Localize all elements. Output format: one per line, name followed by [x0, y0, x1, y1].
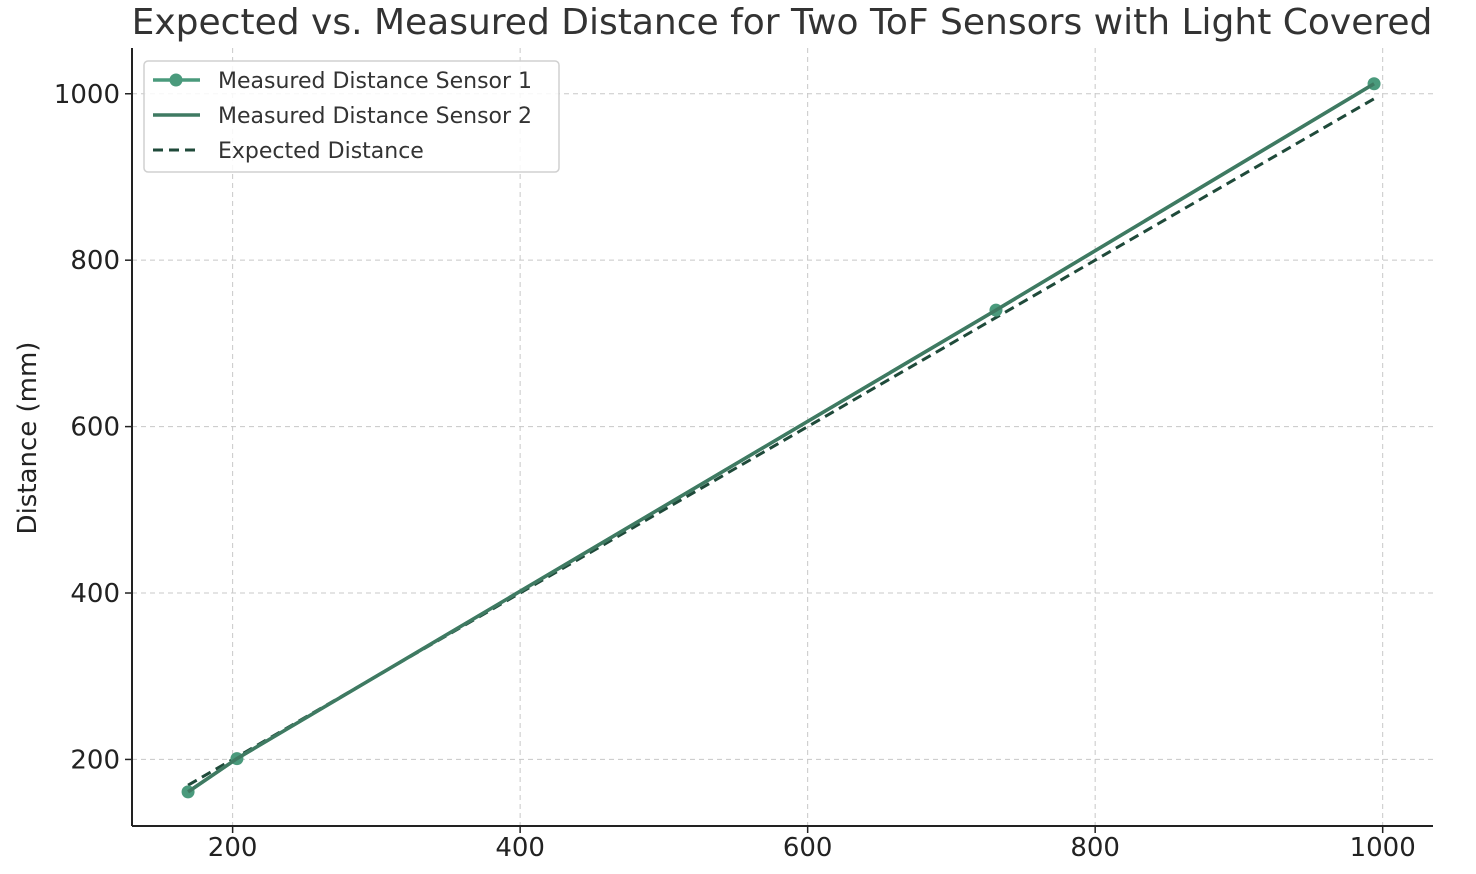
legend-box — [143, 60, 560, 173]
legend-label-1: Measured Distance Sensor 1 — [218, 69, 532, 94]
x-tick-label: 600 — [783, 833, 833, 863]
y-tick-label: 400 — [70, 579, 120, 609]
y-tick-label: 800 — [70, 246, 120, 276]
x-tick-label: 400 — [495, 833, 545, 863]
y-axis-label: Distance (mm) — [13, 342, 43, 535]
legend-label-2: Measured Distance Sensor 2 — [218, 104, 532, 129]
axes — [131, 48, 1433, 827]
tick-labels: 200 400 600 800 1000 200 400 600 800 1000 — [54, 80, 1416, 863]
y-tick-label: 600 — [70, 413, 120, 443]
legend-marker-1 — [169, 73, 183, 87]
x-tick-label: 1000 — [1350, 833, 1416, 863]
chart-title: Expected vs. Measured Distance for Two T… — [132, 2, 1433, 43]
x-tick-label: 800 — [1070, 833, 1120, 863]
grid — [132, 48, 1433, 826]
series — [181, 77, 1381, 799]
legend: Measured Distance Sensor 1 Measured Dista… — [143, 60, 560, 173]
y-tick-label: 200 — [70, 745, 120, 775]
series-line-2 — [187, 82, 1375, 794]
legend-label-3: Expected Distance — [218, 139, 424, 164]
x-tick-label: 200 — [208, 833, 258, 863]
y-tick-label: 1000 — [54, 80, 120, 110]
